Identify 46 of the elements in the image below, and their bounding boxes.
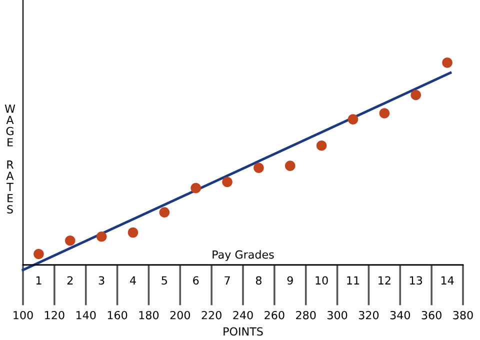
x-tick-label: 120 bbox=[45, 310, 64, 320]
x-tick-label: 140 bbox=[76, 310, 96, 320]
x-tick-label: 320 bbox=[358, 310, 379, 320]
x-axis-title: POINTS bbox=[224, 327, 263, 336]
x-tick-label: 100 bbox=[14, 310, 33, 320]
x2-tick-label: 10 bbox=[316, 276, 328, 285]
x2-tick-label: 6 bbox=[193, 276, 199, 285]
x2-tick-label: 8 bbox=[256, 276, 262, 285]
x2-tick-label: 14 bbox=[441, 276, 454, 284]
x2-axis-title: Pay Grades bbox=[212, 250, 274, 261]
point bbox=[348, 114, 358, 124]
point bbox=[316, 140, 327, 151]
point bbox=[190, 182, 202, 194]
x-tick-label: 300 bbox=[328, 310, 348, 320]
point bbox=[64, 235, 76, 246]
x2-tick-label: 12 bbox=[378, 276, 390, 284]
x-tick-label: 260 bbox=[264, 310, 284, 320]
point bbox=[442, 58, 452, 68]
x2-tick-label: 7 bbox=[224, 276, 230, 284]
x-tick-label: 200 bbox=[170, 310, 190, 320]
x-tick-label: 360 bbox=[422, 310, 442, 320]
x-tick-label: 240 bbox=[233, 310, 253, 320]
x2-tick-label: 9 bbox=[287, 276, 293, 285]
point bbox=[222, 176, 232, 188]
x2-tick-label: 11 bbox=[347, 276, 360, 284]
point bbox=[254, 162, 264, 173]
point bbox=[159, 207, 170, 218]
x-tick-label: 160 bbox=[108, 310, 128, 320]
point bbox=[96, 231, 107, 242]
x-tick-label: 220 bbox=[202, 310, 222, 320]
x2-tick-label: 13 bbox=[410, 276, 422, 285]
text: WAGE RATES bbox=[4, 104, 16, 214]
point bbox=[34, 248, 44, 260]
x-tick-label: 340 bbox=[390, 310, 410, 320]
point bbox=[284, 160, 296, 171]
x2-tick-label: 5 bbox=[162, 276, 167, 285]
point bbox=[379, 108, 390, 118]
x2-tick-label: 2 bbox=[67, 276, 73, 284]
x-tick-label: 180 bbox=[139, 310, 159, 320]
x2-tick-label: 4 bbox=[130, 276, 136, 284]
x-tick-label: 280 bbox=[296, 310, 316, 320]
x2-tick-label: 3 bbox=[98, 276, 104, 285]
x2-tick-label: 1 bbox=[36, 276, 42, 284]
point bbox=[410, 90, 422, 100]
point bbox=[128, 227, 138, 238]
x-tick-label: 380 bbox=[453, 310, 473, 320]
